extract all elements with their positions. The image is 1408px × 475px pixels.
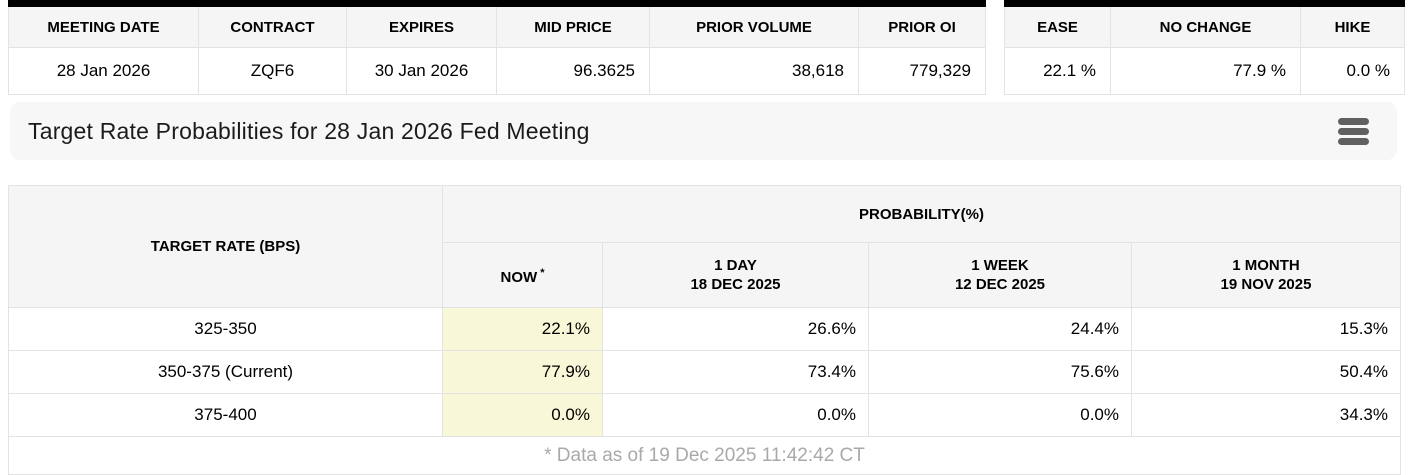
1-day-label: 1 DAY [714, 257, 757, 274]
target-rate-value: 375-400 [8, 393, 443, 437]
1-month-date: 19 NOV 2025 [1220, 276, 1312, 293]
data-as-of-footnote: * Data as of 19 Dec 2025 11:42:42 CT [8, 436, 1401, 475]
1-month-probability-value: 15.3% [1131, 307, 1401, 351]
now-footnote-marker: * [540, 266, 545, 279]
contract-summary-header-row: MEETING DATE CONTRACT EXPIRES MID PRICE … [8, 3, 986, 48]
contract-summary-table: MEETING DATE CONTRACT EXPIRES MID PRICE … [8, 0, 986, 95]
contract-summary-row: 28 Jan 2026 ZQF6 30 Jan 2026 96.3625 38,… [8, 47, 986, 95]
expires-value: 30 Jan 2026 [346, 47, 497, 95]
probability-column-header-row: NOW * 1 DAY 18 DEC 2025 1 WEEK 12 DEC 202… [9, 242, 1401, 308]
target-rate-value: 350-375 (Current) [8, 350, 443, 394]
col-header-no-change: NO CHANGE [1110, 3, 1301, 48]
contract-summary-section: MEETING DATE CONTRACT EXPIRES MID PRICE … [0, 0, 1408, 95]
now-probability-value: 77.9% [442, 350, 603, 394]
now-probability-value: 0.0% [442, 393, 603, 437]
col-header-1-day: 1 DAY 18 DEC 2025 [602, 242, 869, 308]
hamburger-menu-icon [1338, 117, 1369, 145]
hike-value: 0.0 % [1300, 47, 1405, 95]
1-week-probability-value: 0.0% [868, 393, 1132, 437]
contract-value: ZQF6 [198, 47, 347, 95]
rate-action-header-row: EASE NO CHANGE HIKE [1004, 3, 1405, 48]
rate-action-table: EASE NO CHANGE HIKE 22.1 % 77.9 % 0.0 % [1004, 0, 1405, 95]
col-header-1-week: 1 WEEK 12 DEC 2025 [868, 242, 1132, 308]
1-month-probability-value: 50.4% [1131, 350, 1401, 394]
col-header-expires: EXPIRES [346, 3, 497, 48]
1-week-probability-value: 75.6% [868, 350, 1132, 394]
probability-header-row: TARGET RATE (BPS) PROBABILITY(%) [8, 185, 1401, 308]
1-month-probability-value: 34.3% [1131, 393, 1401, 437]
1-day-probability-value: 0.0% [602, 393, 869, 437]
chart-title: Target Rate Probabilities for 28 Jan 202… [28, 117, 590, 144]
1-month-label: 1 MONTH [1232, 257, 1300, 274]
no-change-value: 77.9 % [1110, 47, 1301, 95]
col-header-prior-volume: PRIOR VOLUME [649, 3, 859, 48]
col-header-ease: EASE [1004, 3, 1111, 48]
col-header-hike: HIKE [1300, 3, 1405, 48]
probability-row-350-375: 350-375 (Current) 77.9% 73.4% 75.6% 50.4… [8, 350, 1401, 394]
probability-group-header: PROBABILITY(%) [442, 185, 1401, 243]
now-label: NOW [500, 268, 538, 286]
ease-value: 22.1 % [1004, 47, 1111, 95]
1-week-label: 1 WEEK [971, 257, 1029, 274]
prior-volume-value: 38,618 [649, 47, 859, 95]
probability-row-375-400: 375-400 0.0% 0.0% 0.0% 34.3% [8, 393, 1401, 437]
target-rate-header: TARGET RATE (BPS) [8, 185, 443, 308]
col-header-meeting-date: MEETING DATE [8, 3, 199, 48]
1-week-probability-value: 24.4% [868, 307, 1132, 351]
rate-action-row: 22.1 % 77.9 % 0.0 % [1004, 47, 1405, 95]
meeting-date-value: 28 Jan 2026 [8, 47, 199, 95]
1-day-probability-value: 26.6% [602, 307, 869, 351]
now-probability-value: 22.1% [442, 307, 603, 351]
prior-oi-value: 779,329 [858, 47, 986, 95]
col-header-mid-price: MID PRICE [496, 3, 650, 48]
chart-header-bar: Target Rate Probabilities for 28 Jan 202… [10, 102, 1397, 160]
col-header-now: NOW * [442, 242, 603, 308]
target-rate-value: 325-350 [8, 307, 443, 351]
col-header-prior-oi: PRIOR OI [858, 3, 986, 48]
probability-table: TARGET RATE (BPS) PROBABILITY(%) NOW * 1 … [8, 185, 1401, 475]
chart-context-menu-button[interactable] [1338, 117, 1369, 145]
1-day-date: 18 DEC 2025 [690, 276, 781, 293]
mid-price-value: 96.3625 [496, 47, 650, 95]
probability-row-325-350: 325-350 22.1% 26.6% 24.4% 15.3% [8, 307, 1401, 351]
footnote-row: * Data as of 19 Dec 2025 11:42:42 CT [8, 436, 1401, 475]
col-header-contract: CONTRACT [198, 3, 347, 48]
col-header-1-month: 1 MONTH 19 NOV 2025 [1131, 242, 1401, 308]
1-day-probability-value: 73.4% [602, 350, 869, 394]
1-week-date: 12 DEC 2025 [954, 276, 1046, 293]
